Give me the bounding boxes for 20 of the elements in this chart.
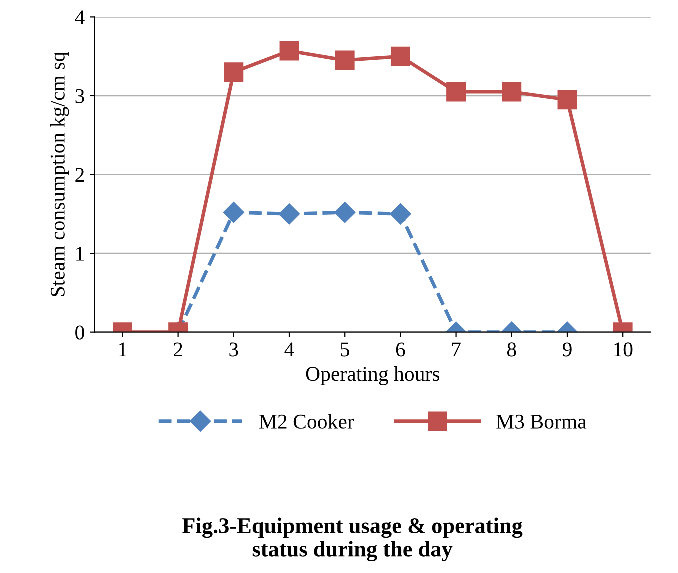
x-tick-label: 9 (562, 342, 572, 357)
y-tick-label: 0 (76, 326, 84, 340)
y-tick-label: 4 (75, 10, 85, 24)
x-tick-label: 4 (284, 342, 294, 357)
y-tick-label: 3 (76, 89, 84, 104)
y-axis-title: Steam consumption kg/cm sq (50, 52, 70, 296)
x-tick-label: 8 (507, 342, 516, 357)
x-tick-label: 2 (174, 342, 182, 357)
legend-label: M3 Borma (496, 414, 587, 429)
x-axis-title: Operating hours (306, 366, 440, 386)
legend-label: M2 Cooker (260, 414, 354, 429)
x-tick-label: 6 (396, 342, 406, 357)
x-tick-label: 1 (119, 342, 127, 357)
y-tick-label: 1 (76, 247, 84, 261)
x-tick-label: 5 (341, 342, 350, 357)
text: Fig.3-Equipment usage & operating status during the day (182, 518, 523, 562)
x-tick-label: 3 (230, 342, 238, 357)
x-tick-label: 7 (452, 342, 461, 357)
x-tick-label: 10 (614, 342, 633, 357)
y-tick-label: 2 (76, 168, 84, 182)
